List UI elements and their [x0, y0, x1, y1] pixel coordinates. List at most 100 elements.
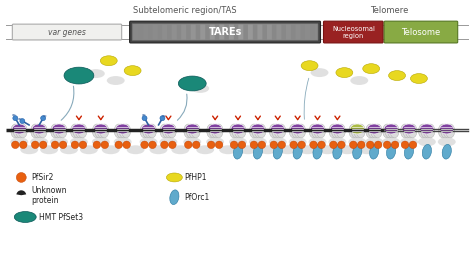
Ellipse shape — [159, 137, 177, 146]
Ellipse shape — [368, 124, 377, 138]
Ellipse shape — [351, 124, 360, 138]
Ellipse shape — [143, 124, 152, 138]
Ellipse shape — [232, 124, 241, 138]
Ellipse shape — [114, 124, 123, 138]
Ellipse shape — [165, 124, 174, 138]
Ellipse shape — [383, 141, 391, 149]
Ellipse shape — [356, 124, 365, 138]
Ellipse shape — [20, 145, 38, 154]
Text: Unknown
protein: Unknown protein — [31, 185, 67, 205]
Ellipse shape — [142, 116, 147, 121]
Ellipse shape — [317, 124, 326, 138]
Ellipse shape — [75, 124, 84, 138]
Ellipse shape — [185, 124, 199, 134]
Ellipse shape — [13, 124, 22, 138]
Ellipse shape — [349, 141, 357, 149]
Ellipse shape — [142, 124, 155, 134]
Ellipse shape — [403, 124, 412, 138]
FancyBboxPatch shape — [229, 25, 234, 39]
Ellipse shape — [184, 141, 192, 149]
Ellipse shape — [442, 144, 451, 159]
Ellipse shape — [160, 116, 165, 121]
Ellipse shape — [161, 141, 168, 149]
Text: TAREs: TAREs — [209, 27, 242, 37]
Wedge shape — [17, 190, 26, 195]
Ellipse shape — [239, 145, 257, 154]
Text: ac: ac — [18, 117, 23, 121]
Ellipse shape — [169, 141, 176, 149]
Ellipse shape — [405, 124, 414, 138]
Ellipse shape — [250, 141, 258, 149]
Ellipse shape — [310, 124, 325, 134]
Ellipse shape — [277, 124, 286, 138]
Ellipse shape — [365, 137, 383, 146]
Ellipse shape — [249, 137, 267, 146]
Ellipse shape — [31, 141, 39, 149]
Ellipse shape — [401, 124, 410, 138]
Ellipse shape — [349, 124, 358, 138]
Ellipse shape — [31, 124, 40, 138]
Ellipse shape — [10, 137, 28, 146]
Ellipse shape — [72, 124, 86, 134]
Ellipse shape — [357, 141, 365, 149]
FancyBboxPatch shape — [129, 21, 320, 43]
Ellipse shape — [92, 124, 101, 138]
Ellipse shape — [319, 145, 337, 154]
Ellipse shape — [259, 145, 277, 154]
Ellipse shape — [145, 124, 154, 138]
Ellipse shape — [272, 124, 281, 138]
Ellipse shape — [73, 124, 82, 138]
Ellipse shape — [55, 124, 64, 138]
Ellipse shape — [440, 124, 454, 134]
Ellipse shape — [383, 124, 392, 138]
Ellipse shape — [16, 124, 25, 138]
Ellipse shape — [289, 124, 298, 138]
Ellipse shape — [337, 124, 346, 138]
Ellipse shape — [289, 137, 307, 146]
Ellipse shape — [215, 141, 223, 149]
Ellipse shape — [309, 137, 327, 146]
Ellipse shape — [149, 145, 167, 154]
Ellipse shape — [40, 145, 58, 154]
Text: Subtelomeric region/TAS: Subtelomeric region/TAS — [134, 6, 237, 15]
Ellipse shape — [115, 141, 122, 149]
Ellipse shape — [251, 124, 265, 134]
Ellipse shape — [350, 76, 368, 85]
Ellipse shape — [51, 124, 60, 138]
Ellipse shape — [117, 124, 126, 138]
Ellipse shape — [438, 137, 456, 146]
Ellipse shape — [64, 67, 94, 84]
Ellipse shape — [311, 124, 320, 138]
Ellipse shape — [231, 124, 245, 134]
Ellipse shape — [32, 124, 46, 134]
Ellipse shape — [420, 124, 434, 134]
Ellipse shape — [219, 145, 237, 154]
Ellipse shape — [122, 124, 131, 138]
Ellipse shape — [291, 124, 305, 134]
Ellipse shape — [191, 124, 200, 138]
Ellipse shape — [293, 144, 302, 159]
FancyBboxPatch shape — [384, 21, 458, 43]
Ellipse shape — [97, 124, 106, 138]
Ellipse shape — [11, 124, 20, 138]
Ellipse shape — [230, 141, 238, 149]
Ellipse shape — [408, 124, 417, 138]
Text: HMT PfSet3: HMT PfSet3 — [39, 213, 83, 221]
Ellipse shape — [52, 124, 66, 134]
Text: ac: ac — [162, 114, 167, 118]
Ellipse shape — [421, 124, 430, 138]
Ellipse shape — [80, 145, 98, 154]
Ellipse shape — [93, 141, 100, 149]
Ellipse shape — [149, 141, 156, 149]
Ellipse shape — [19, 141, 27, 149]
Ellipse shape — [334, 124, 343, 138]
Ellipse shape — [233, 144, 243, 159]
Ellipse shape — [294, 124, 303, 138]
Ellipse shape — [274, 124, 283, 138]
Ellipse shape — [400, 137, 418, 146]
Ellipse shape — [438, 124, 447, 138]
Ellipse shape — [418, 137, 436, 146]
Ellipse shape — [214, 124, 223, 138]
Ellipse shape — [95, 124, 104, 138]
FancyBboxPatch shape — [219, 25, 224, 39]
